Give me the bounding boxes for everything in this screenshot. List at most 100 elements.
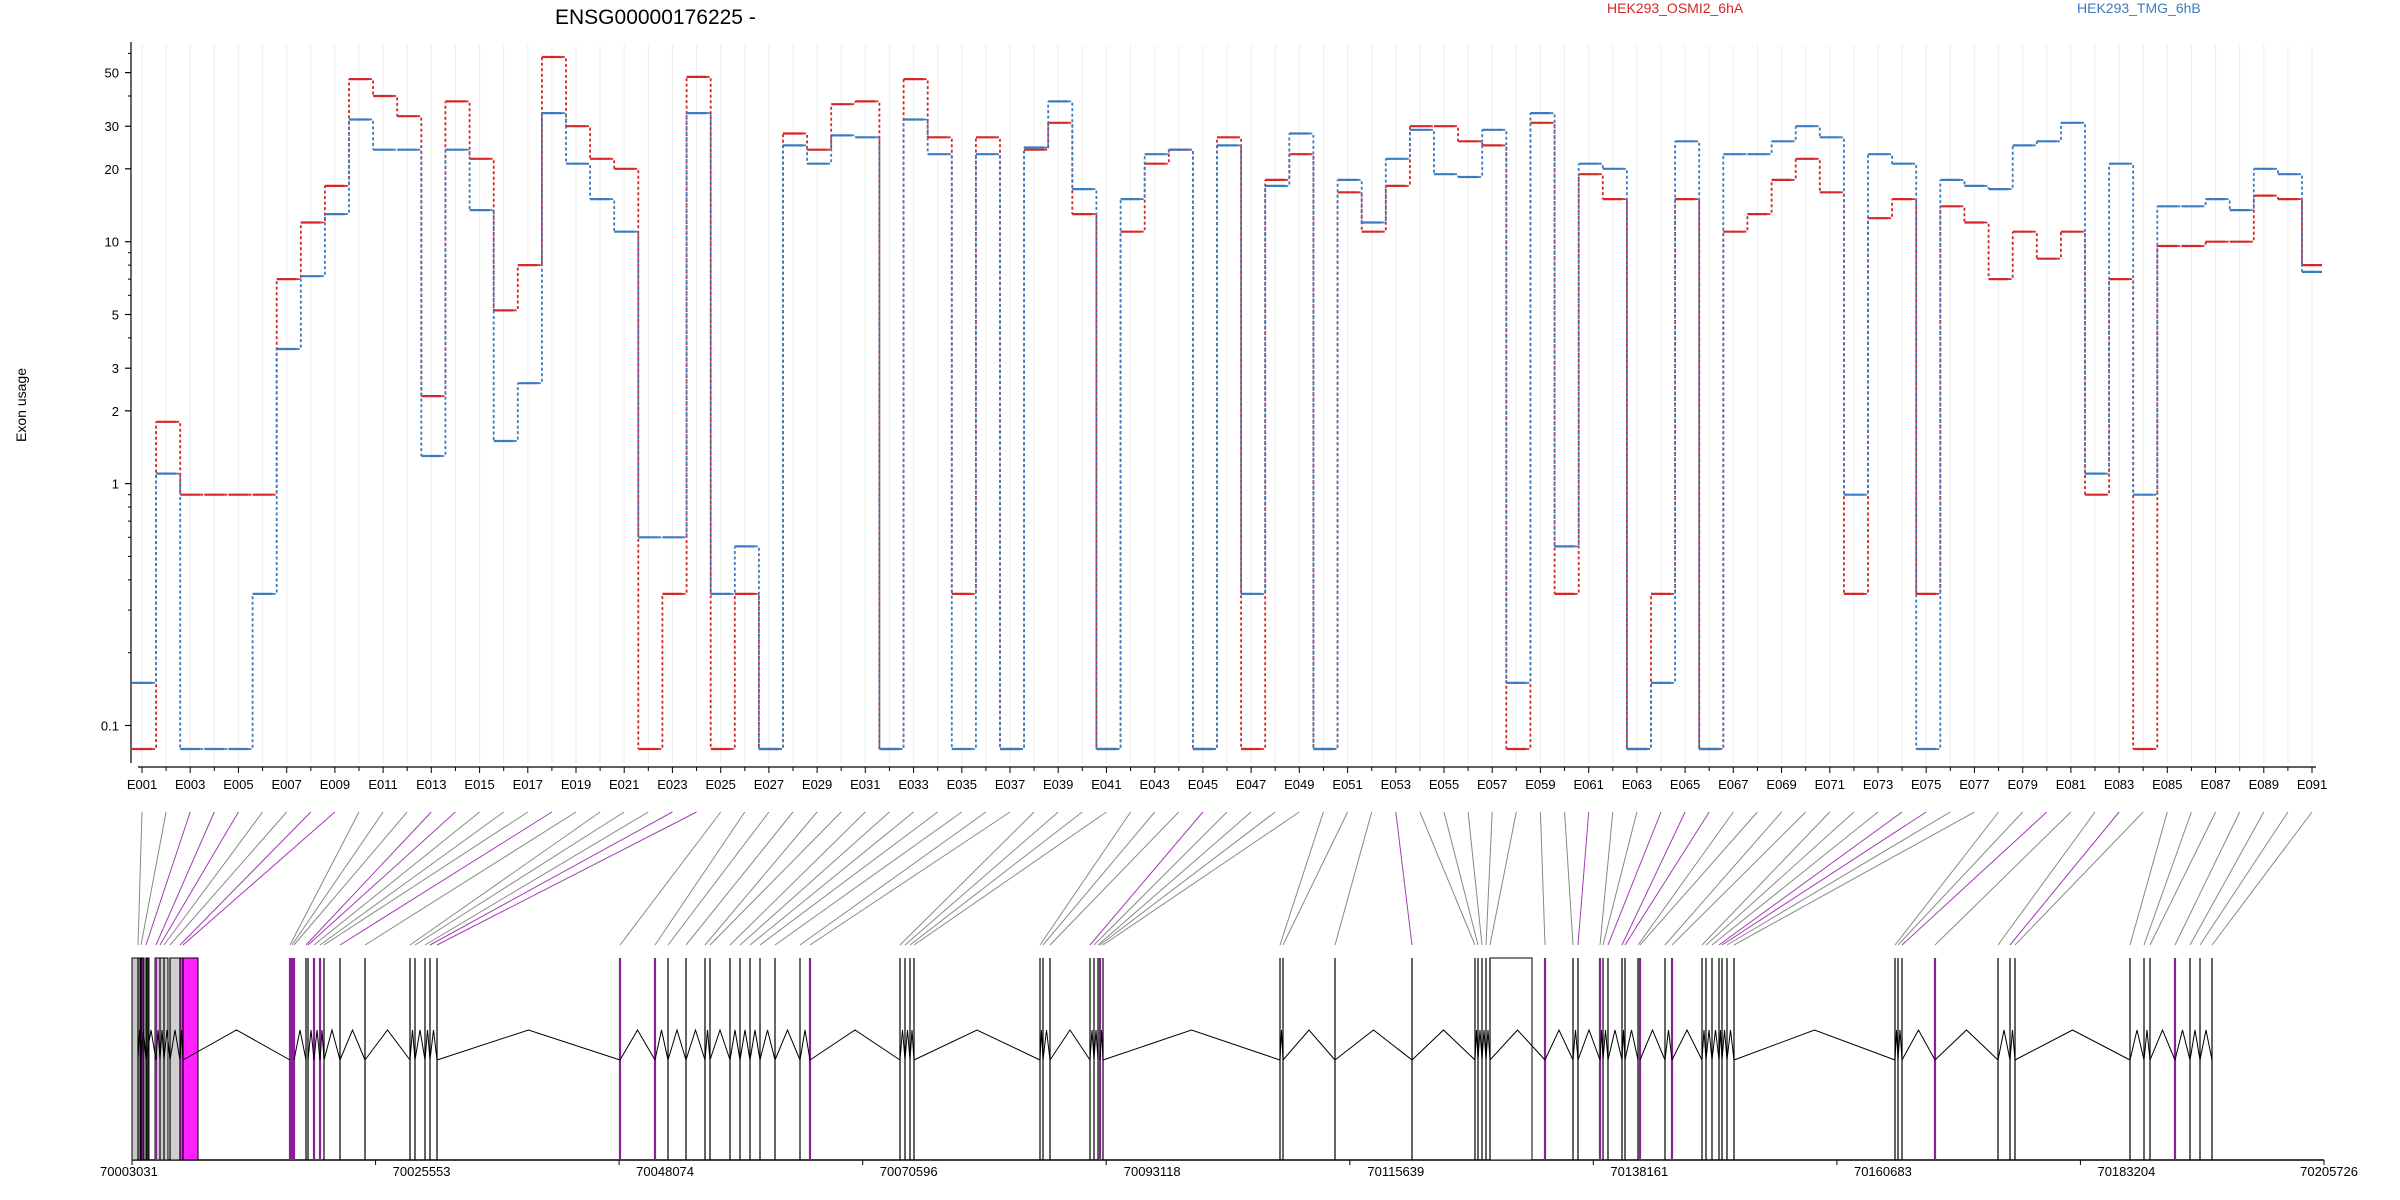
x-tick-label: E085 [2152, 777, 2182, 792]
x-tick-label: E047 [1236, 777, 1266, 792]
exon-connector [1701, 811, 1831, 946]
x-tick-label: E021 [609, 777, 639, 792]
x-tick-label: E075 [1911, 777, 1941, 792]
y-tick-label: 1 [112, 477, 119, 492]
exon-connector [1624, 811, 1710, 946]
exon-connector [1485, 811, 1493, 946]
exon-connector [1099, 811, 1276, 946]
x-tick-label: E033 [898, 777, 928, 792]
exon-connector [667, 811, 770, 946]
x-tick-label: E079 [2008, 777, 2038, 792]
exon-connector [1664, 811, 1782, 946]
x-tick-label: E029 [802, 777, 832, 792]
exon-connector [323, 811, 529, 946]
y-axis: 0.1 1 2 3 5 10 20 30 50 [101, 42, 132, 763]
exon-connector [159, 811, 239, 946]
x-tick-label: E087 [2200, 777, 2230, 792]
exon-connector [909, 811, 1083, 946]
exon-connector [1607, 811, 1662, 946]
genome-tick-label: 70093118 [1124, 1164, 1181, 1179]
exon-connector [1279, 811, 1324, 946]
exon-connector [904, 811, 1059, 946]
exon-connector [1621, 811, 1686, 946]
x-tick-label: E081 [2056, 777, 2086, 792]
exon-connector [307, 811, 456, 946]
y-tick-label: 10 [105, 235, 119, 250]
exon-connector [2174, 811, 2241, 946]
intron-chevrons [137, 1028, 2213, 1061]
exon-connector [729, 811, 866, 946]
x-tick-label: E035 [947, 777, 977, 792]
genome-tick-label: 70003031 [100, 1164, 158, 1179]
genome-tick-label: 70025553 [393, 1164, 451, 1179]
exon-connector [436, 811, 697, 946]
exon-connector [137, 811, 143, 946]
exon-connector [289, 811, 360, 946]
x-tick-label: E077 [1959, 777, 1989, 792]
exon-connector [2149, 811, 2217, 946]
x-tick-label: E017 [513, 777, 543, 792]
exon-connector [179, 811, 312, 946]
legend-entry-tmg: HEK293_TMG_6hB [2077, 0, 2201, 16]
x-tick-label: E013 [416, 777, 446, 792]
x-tick-label: E055 [1429, 777, 1459, 792]
exon-connector [1089, 811, 1204, 946]
x-tick-label: E001 [127, 777, 157, 792]
exon-connector [1467, 811, 1483, 946]
y-tick-label: 50 [105, 66, 119, 81]
exon-connector [1639, 811, 1758, 946]
x-tick-label: E083 [2104, 777, 2134, 792]
exon-connector [1721, 811, 1927, 946]
exon-connector [291, 811, 384, 946]
exon-connector [2129, 811, 2168, 946]
exon-connector [1489, 811, 1517, 946]
legend-entry-osmi2: HEK293_OSMI2_6hA [1607, 0, 1744, 16]
x-tick-label: E023 [657, 777, 687, 792]
x-tick-label: E067 [1718, 777, 1748, 792]
exon-connector [1102, 811, 1300, 946]
exon-connector [1049, 811, 1180, 946]
exon-connector [293, 811, 408, 946]
exon-block [139, 957, 145, 1161]
x-tick-label: E003 [175, 777, 205, 792]
x-axis: E001 E003 E005 E007 E009 E011 E013 E015 E017 E019… [127, 766, 2327, 792]
x-tick-label: E089 [2249, 777, 2279, 792]
gridlines [141, 45, 2313, 763]
x-tick-label: E049 [1284, 777, 1314, 792]
x-tick-label: E037 [995, 777, 1025, 792]
y-tick-label: 30 [105, 119, 119, 134]
exon-connector [1443, 811, 1479, 946]
exon-connector [313, 811, 480, 946]
x-tick-label: E009 [320, 777, 350, 792]
exon-connector [1042, 811, 1156, 946]
genome-tick-label: 70160683 [1854, 1164, 1912, 1179]
exon-connector [1395, 811, 1413, 946]
exon-connector [1637, 811, 1734, 946]
exon-connector [1705, 811, 1855, 946]
y-tick-label: 3 [112, 361, 119, 376]
exon-connector [1718, 811, 1903, 946]
x-tick-label: E073 [1863, 777, 1893, 792]
exon-connector [1039, 811, 1132, 946]
exon-connector [1894, 811, 1999, 946]
exon-connector [305, 811, 432, 946]
exon-block [169, 957, 181, 1161]
series-line-tmg [152, 100, 2303, 750]
exon-connector [1577, 811, 1590, 946]
exon-connector [759, 811, 938, 946]
exon-connector [2189, 811, 2265, 946]
exon-connector [414, 811, 625, 946]
y-tick-label: 5 [112, 308, 119, 323]
exon-connector [1997, 811, 2096, 946]
exon-connector [2199, 811, 2289, 946]
exon-connector [155, 811, 215, 946]
genome-tick-label: 70183204 [2097, 1164, 2155, 1179]
genomic-coordinate-axis: 70003031 70025553 70048074 70070596 70093118… [100, 1160, 2358, 1179]
exon-connector [2143, 811, 2192, 946]
exon-connector [1539, 811, 1546, 946]
x-tick-label: E057 [1477, 777, 1507, 792]
chart-title: ENSG00000176225 - [555, 6, 756, 29]
x-tick-label: E053 [1381, 777, 1411, 792]
x-tick-label: E005 [223, 777, 253, 792]
exon-connector [140, 811, 167, 946]
